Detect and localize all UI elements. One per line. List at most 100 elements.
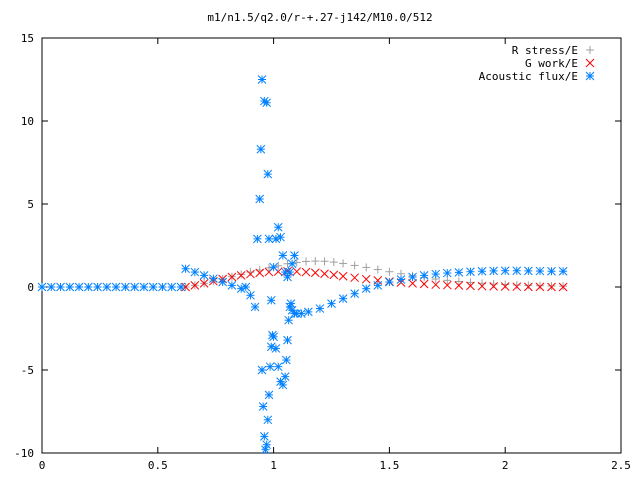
data-point xyxy=(431,280,441,290)
series-layer xyxy=(37,75,568,455)
data-point xyxy=(241,282,251,292)
data-point xyxy=(167,282,177,292)
data-point xyxy=(535,282,545,292)
data-point xyxy=(281,355,291,365)
data-point xyxy=(524,282,533,292)
data-point xyxy=(209,274,218,284)
data-point xyxy=(512,281,521,290)
data-point xyxy=(259,432,269,441)
data-point xyxy=(148,282,158,292)
data-point xyxy=(190,267,200,277)
data-point xyxy=(408,272,417,282)
data-point xyxy=(431,269,441,279)
data-point xyxy=(338,294,348,303)
data-point xyxy=(121,282,130,292)
data-point xyxy=(339,259,348,268)
data-point xyxy=(265,362,275,372)
data-point xyxy=(329,270,339,280)
data-point xyxy=(454,281,464,290)
data-point xyxy=(419,271,429,280)
data-point xyxy=(255,194,265,204)
legend-label: G work/E xyxy=(525,57,578,70)
data-point xyxy=(396,275,406,284)
data-point xyxy=(320,257,329,266)
data-point xyxy=(176,282,186,292)
data-point xyxy=(547,266,556,276)
x-tick-label: 1 xyxy=(270,459,277,472)
x-tick-label: 2.5 xyxy=(611,459,631,472)
data-point xyxy=(292,267,302,276)
data-point xyxy=(442,280,452,290)
data-point xyxy=(512,266,522,276)
data-point xyxy=(350,261,359,270)
data-point xyxy=(111,282,121,292)
data-point xyxy=(301,267,311,277)
data-point xyxy=(535,266,545,276)
data-point xyxy=(559,282,568,291)
data-point xyxy=(285,267,295,277)
data-point xyxy=(303,307,313,317)
data-point xyxy=(74,282,84,292)
data-point xyxy=(535,281,544,290)
data-point xyxy=(190,280,200,290)
data-point xyxy=(236,271,246,280)
chart-title: m1/n1.5/q2.0/r-+.27-j142/M10.0/512 xyxy=(207,11,432,24)
data-point xyxy=(547,282,556,292)
data-point xyxy=(227,280,237,290)
data-point xyxy=(373,265,382,274)
data-point xyxy=(256,144,266,154)
data-point xyxy=(139,282,149,292)
data-point xyxy=(264,234,274,244)
data-point xyxy=(373,280,383,290)
data-point xyxy=(56,282,65,292)
data-point xyxy=(181,264,190,274)
data-point xyxy=(273,362,283,372)
data-point xyxy=(419,279,429,289)
legend-marker xyxy=(585,71,595,81)
axes: 0 0.5 1 1.5 2 2.5 -10 -5 0 5 10 15 xyxy=(14,32,631,472)
data-point xyxy=(263,415,273,425)
data-point xyxy=(477,281,487,291)
y-tick-label: -5 xyxy=(21,364,34,377)
y-tick-label: 5 xyxy=(27,198,34,211)
data-point xyxy=(477,266,487,276)
legend-marker xyxy=(585,58,595,68)
data-point xyxy=(237,270,246,279)
x-tick-label: 2 xyxy=(502,459,509,472)
data-point xyxy=(262,98,272,108)
data-point xyxy=(361,284,371,294)
data-point xyxy=(130,282,139,292)
data-point xyxy=(246,290,255,300)
data-point xyxy=(547,282,556,291)
data-point xyxy=(283,335,292,345)
x-tick-label: 0.5 xyxy=(148,459,168,472)
data-point xyxy=(443,276,452,285)
data-point xyxy=(311,257,320,266)
data-point xyxy=(315,304,325,313)
legend-marker xyxy=(586,46,594,54)
data-point xyxy=(454,268,464,277)
data-point xyxy=(466,267,475,277)
y-tick-label: 0 xyxy=(27,281,34,294)
data-point xyxy=(320,269,329,279)
x-tick-label: 0 xyxy=(39,459,46,472)
data-point xyxy=(246,269,255,279)
data-point xyxy=(269,332,278,342)
data-point xyxy=(558,282,568,292)
data-point xyxy=(269,262,278,272)
data-point xyxy=(273,222,283,232)
legend-label: R stress/E xyxy=(512,44,578,57)
data-point xyxy=(258,402,268,411)
data-point xyxy=(278,380,288,390)
data-point xyxy=(271,344,281,353)
data-point xyxy=(524,266,533,276)
data-point xyxy=(442,268,452,278)
data-point xyxy=(361,274,371,284)
data-point xyxy=(512,282,522,292)
data-point xyxy=(262,440,272,450)
data-point xyxy=(302,257,311,266)
data-point xyxy=(500,282,510,291)
data-point xyxy=(263,169,273,179)
data-point xyxy=(261,445,270,455)
